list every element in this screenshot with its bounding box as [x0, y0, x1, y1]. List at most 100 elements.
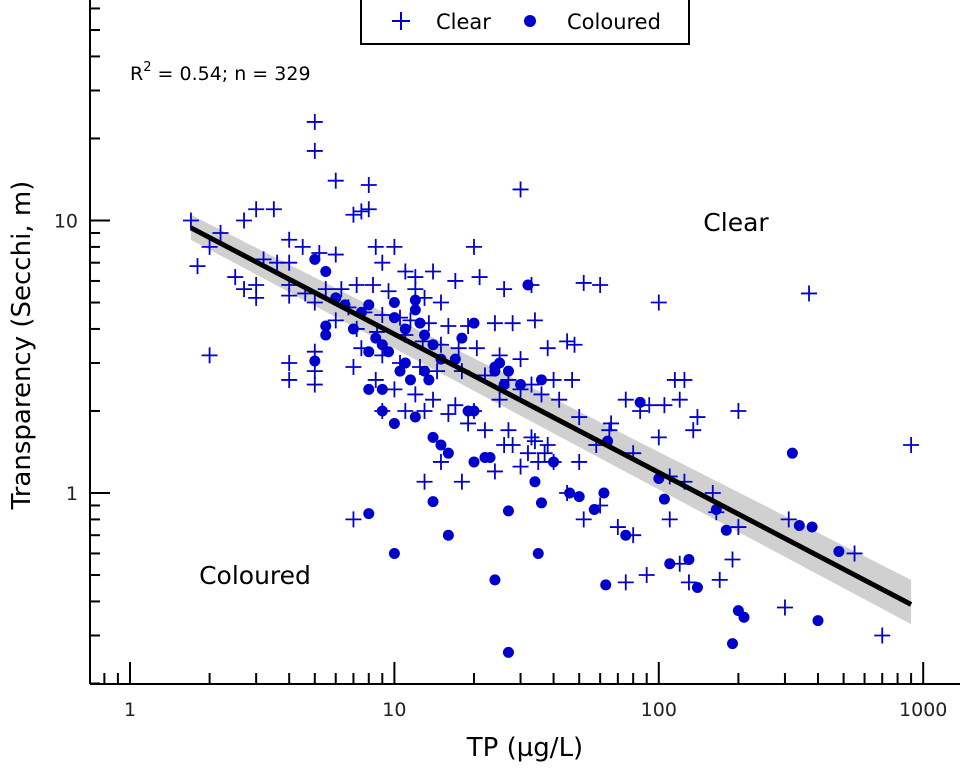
coloured-point: [489, 361, 501, 373]
clear-point: [519, 445, 536, 462]
clear-point: [650, 294, 667, 311]
clear-point: [201, 347, 218, 364]
coloured-point: [535, 374, 547, 386]
clear-point: [374, 254, 391, 271]
coloured-point: [600, 579, 612, 591]
clear-point: [367, 238, 384, 255]
coloured-point: [442, 529, 454, 541]
coloured-point: [498, 379, 510, 391]
clear-point: [397, 402, 414, 419]
x-tick-label: 1000: [899, 699, 947, 721]
clear-point: [440, 405, 457, 422]
clear-point: [846, 545, 863, 562]
coloured-point: [442, 447, 454, 459]
clear-point: [780, 511, 797, 528]
coloured-point: [456, 332, 468, 344]
y-axis-title: Transparency (Secchi, m): [7, 181, 37, 511]
coloured-point: [515, 379, 527, 391]
clear-point: [327, 172, 344, 189]
clear-point: [603, 415, 620, 432]
coloured-point: [409, 294, 421, 306]
clear-point: [504, 315, 521, 332]
r-squared-prefix: R: [130, 63, 143, 85]
clear-point: [360, 201, 377, 218]
clear-point: [294, 238, 311, 255]
clear-point: [374, 306, 391, 323]
coloured-point: [532, 547, 544, 559]
coloured-point: [738, 611, 750, 623]
r-squared-annotation: R2 = 0.54; n = 329: [130, 60, 311, 85]
coloured-point: [435, 439, 447, 451]
coloured-point: [502, 505, 514, 517]
legend-label-coloured: Coloured: [567, 10, 661, 34]
clear-point: [685, 422, 702, 439]
clear-point: [182, 212, 199, 229]
y-tick-label: 10: [54, 211, 78, 233]
coloured-point: [588, 503, 600, 515]
coloured-point: [309, 355, 321, 367]
clear-point: [530, 453, 547, 470]
clear-point: [523, 376, 540, 393]
clear-point: [333, 281, 350, 298]
coloured-point: [399, 357, 411, 369]
x-axis-title: TP (µg/L): [466, 733, 583, 763]
regression-line-layer: [189, 225, 913, 607]
clear-point: [523, 429, 540, 446]
legend: Clear Coloured: [360, 0, 690, 45]
coloured-point: [388, 312, 400, 324]
r-squared-superscript: 2: [143, 60, 151, 75]
coloured-point: [468, 405, 480, 417]
clear-point: [486, 315, 503, 332]
clear-point: [539, 340, 556, 357]
clear-point: [491, 391, 508, 408]
legend-label-clear: Clear: [436, 10, 491, 34]
clear-point: [348, 276, 365, 293]
clear-point: [236, 281, 253, 298]
clear-point: [353, 203, 370, 220]
clear-point: [689, 409, 706, 426]
coloured-point: [691, 581, 703, 593]
clear-point: [416, 402, 433, 419]
clear-point: [236, 212, 253, 229]
clear-point: [661, 511, 678, 528]
clear-point: [776, 599, 793, 616]
clear-point: [440, 318, 457, 335]
clear-point: [327, 312, 344, 329]
clear-point: [671, 391, 688, 408]
clear-point: [601, 422, 618, 439]
coloured-point: [409, 304, 421, 316]
coloured-point: [564, 487, 576, 499]
clear-point: [425, 263, 442, 280]
clear-point: [447, 397, 464, 414]
coloured-point: [320, 265, 332, 277]
clear-point: [306, 142, 323, 159]
clear-point: [486, 463, 503, 480]
clear-point: [360, 176, 377, 193]
clear-point: [536, 445, 553, 462]
r-squared-rest: = 0.54; n = 329: [151, 63, 310, 85]
coloured-point: [419, 329, 431, 341]
clear-point: [306, 376, 323, 393]
clear-point: [617, 574, 634, 591]
coloured-point: [683, 554, 695, 566]
clear-point: [468, 340, 485, 357]
clear-point: [575, 274, 592, 291]
coloured-point: [394, 365, 406, 377]
coloured-point: [502, 365, 514, 377]
clear-point: [248, 289, 265, 306]
coloured-point: [502, 646, 514, 658]
coloured-point: [489, 574, 501, 586]
coloured-point: [727, 638, 739, 650]
clear-point: [526, 312, 543, 329]
coloured-point: [320, 320, 332, 332]
coloured-point: [363, 508, 375, 520]
clear-point: [592, 276, 609, 293]
coloured-point: [573, 491, 585, 503]
clear-point: [425, 391, 442, 408]
clear-point: [432, 453, 449, 470]
clear-point: [407, 386, 424, 403]
clear-point: [545, 371, 562, 388]
region-label-coloured: Coloured: [199, 561, 311, 590]
clear-point: [650, 429, 667, 446]
coloured-point: [409, 411, 421, 423]
